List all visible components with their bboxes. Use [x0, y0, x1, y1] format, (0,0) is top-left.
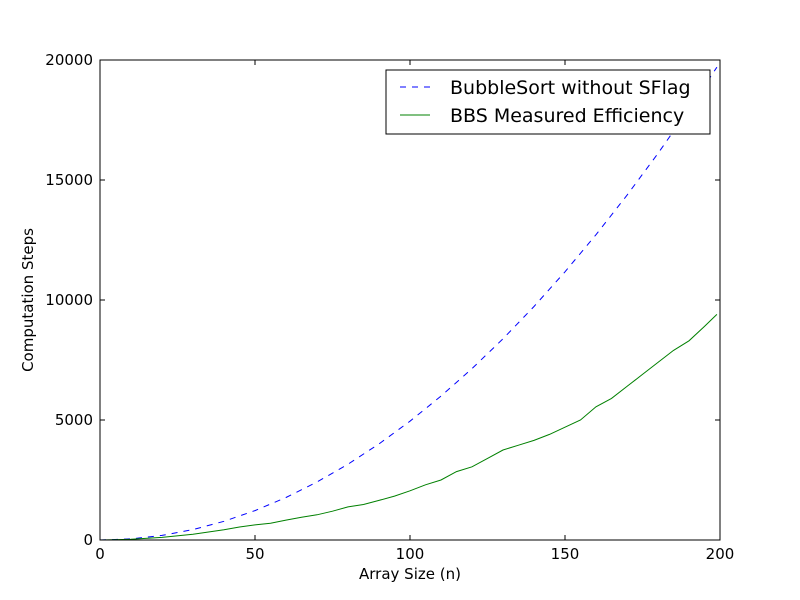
tick-labels: 0 50 100 150 200 0 5000 10000 15000 20000 [45, 51, 734, 563]
x-tick-label: 100 [396, 545, 425, 563]
legend-label-bbs: BBS Measured Efficiency [450, 105, 684, 127]
x-tick-label: 200 [706, 545, 735, 563]
y-tick-label: 5000 [55, 411, 93, 429]
y-axis-label: Computation Steps [19, 228, 37, 372]
legend-label-bubblesort: BubbleSort without SFlag [450, 77, 691, 99]
y-tick-label: 0 [83, 531, 93, 549]
y-tick-label: 20000 [45, 51, 93, 69]
y-tick-label: 15000 [45, 171, 93, 189]
y-tick-label: 10000 [45, 291, 93, 309]
series-line-1 [99, 314, 718, 541]
plot-lines [99, 66, 718, 541]
x-tick-label: 0 [95, 545, 105, 563]
series-line-0 [99, 66, 718, 541]
ticks [99, 59, 721, 541]
legend: BubbleSort without SFlag BBS Measured Ef… [385, 69, 711, 135]
x-tick-label: 150 [551, 545, 580, 563]
x-axis-label: Array Size (n) [359, 565, 461, 583]
legend-box [385, 69, 711, 135]
x-tick-label: 50 [245, 545, 264, 563]
